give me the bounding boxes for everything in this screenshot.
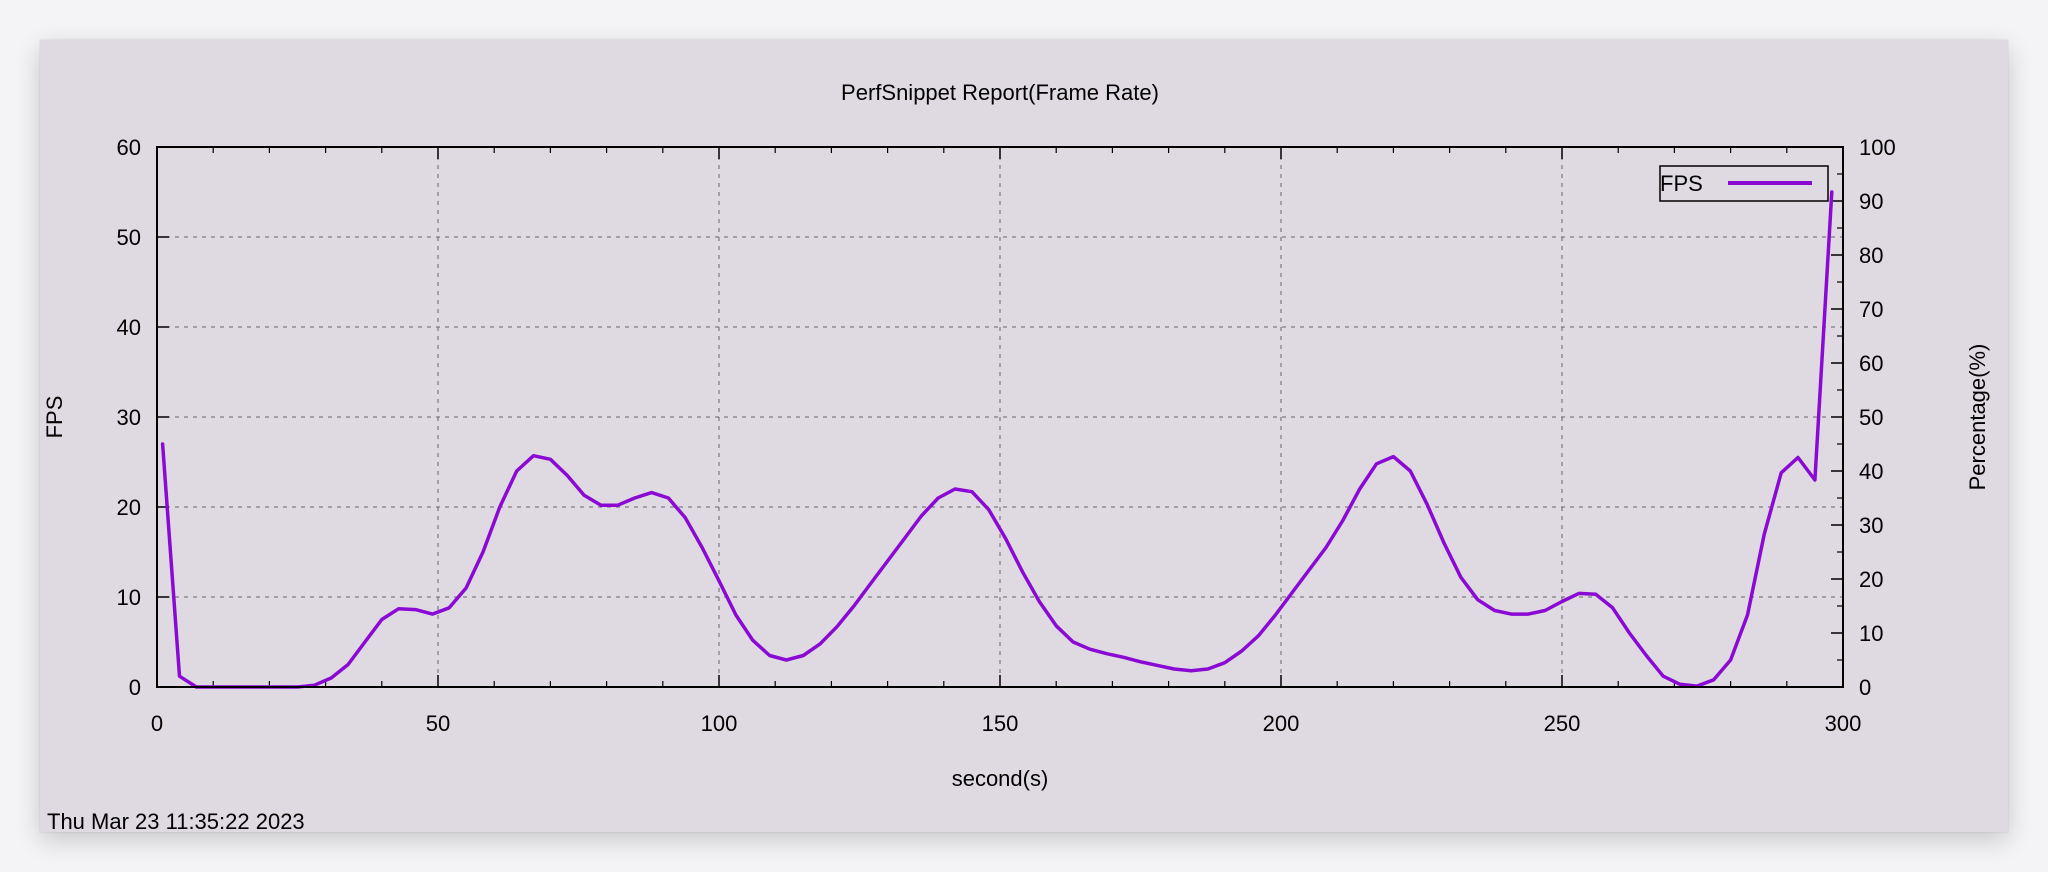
timestamp: Thu Mar 23 11:35:22 2023 <box>47 809 305 834</box>
chart-title: PerfSnippet Report(Frame Rate) <box>841 80 1159 105</box>
legend: FPS <box>1660 166 1828 201</box>
x-tick-label: 150 <box>982 711 1019 736</box>
series-line-fps <box>163 192 1832 687</box>
y2-tick-label: 90 <box>1859 189 1883 214</box>
y2-tick-label: 70 <box>1859 297 1883 322</box>
y-tick-label: 10 <box>117 585 141 610</box>
y2-tick-label: 20 <box>1859 567 1883 592</box>
y2-tick-label: 100 <box>1859 135 1896 160</box>
y2-tick-labels: 0 10 20 30 40 50 60 70 80 90 100 <box>1859 135 1896 700</box>
grid <box>157 147 1843 687</box>
y-tick-label: 40 <box>117 315 141 340</box>
y2-axis-label: Percentage(%) <box>1965 344 1990 491</box>
y2-tick-label: 80 <box>1859 243 1883 268</box>
y2-tick-label: 0 <box>1859 675 1871 700</box>
y-tick-label: 50 <box>117 225 141 250</box>
x-tick-label: 50 <box>426 711 450 736</box>
x-tick-label: 0 <box>151 711 163 736</box>
y2-tick-label: 30 <box>1859 513 1883 538</box>
y-tick-label: 30 <box>117 405 141 430</box>
y-tick-label: 60 <box>117 135 141 160</box>
y2-tick-label: 40 <box>1859 459 1883 484</box>
x-axis-label: second(s) <box>952 766 1049 791</box>
y2-tick-label: 10 <box>1859 621 1883 646</box>
x-tick-label: 200 <box>1263 711 1300 736</box>
y-tick-label: 20 <box>117 495 141 520</box>
y2-tick-label: 60 <box>1859 351 1883 376</box>
x-tick-label: 300 <box>1825 711 1862 736</box>
y2-tick-label: 50 <box>1859 405 1883 430</box>
y-tick-label: 0 <box>129 675 141 700</box>
x-tick-labels: 0 50 100 150 200 250 300 <box>151 711 1861 736</box>
y-tick-labels: 0 10 20 30 40 50 60 <box>117 135 141 700</box>
y-axis-label: FPS <box>42 396 67 439</box>
series <box>163 192 1832 687</box>
x-tick-label: 100 <box>701 711 738 736</box>
legend-label: FPS <box>1660 171 1703 196</box>
x-tick-label: 250 <box>1544 711 1581 736</box>
